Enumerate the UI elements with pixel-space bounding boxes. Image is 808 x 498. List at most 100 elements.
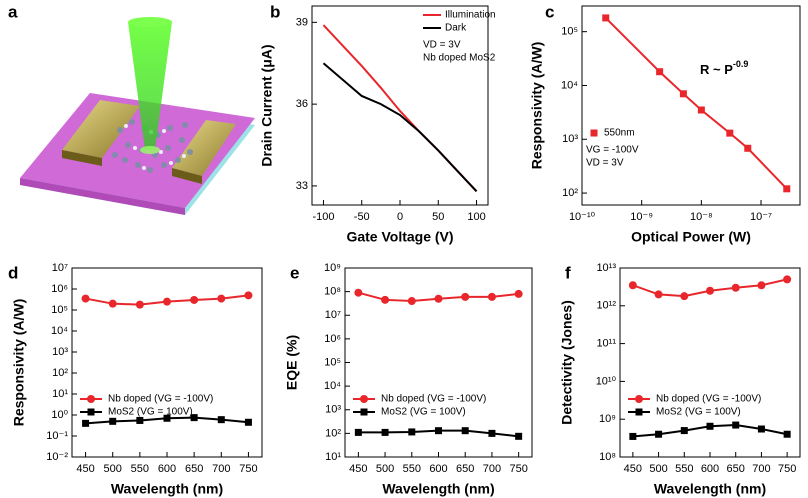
x-tick-label: 550 — [675, 463, 693, 475]
x-tick-label: -100 — [312, 211, 334, 223]
y-tick-label: 10⁹ — [324, 262, 341, 274]
marker — [487, 292, 496, 301]
x-tick-label: 100 — [467, 211, 485, 223]
marker — [726, 129, 734, 137]
x-tick-label: 0 — [397, 211, 403, 223]
y-axis-label: EQE (%) — [284, 335, 300, 390]
marker — [407, 297, 416, 306]
device-schematic — [20, 17, 255, 215]
legend-label: Nb doped (VG = -100V) — [381, 394, 486, 405]
marker — [354, 428, 362, 436]
x-tick-label: 450 — [76, 463, 94, 475]
legend-swatch — [360, 395, 368, 403]
x-tick-label: 650 — [185, 463, 203, 475]
marker — [629, 432, 637, 440]
marker — [706, 422, 714, 430]
marker — [408, 428, 416, 436]
marker — [514, 289, 523, 298]
x-axis-label: Optical Power (W) — [631, 229, 751, 245]
x-tick-label: 10⁻⁸ — [690, 211, 713, 223]
y-tick-label: 10⁵ — [51, 304, 68, 316]
legend-swatch — [87, 395, 95, 403]
x-tick-label: 600 — [429, 463, 447, 475]
legend-label: Illumination — [445, 10, 496, 21]
x-tick-label: 500 — [649, 463, 667, 475]
x-tick-label: 650 — [456, 463, 474, 475]
marker — [381, 428, 389, 436]
x-axis-label: Gate Voltage (V) — [346, 229, 453, 245]
marker — [461, 427, 469, 435]
series-line — [605, 17, 788, 190]
y-tick-label: 10² — [562, 187, 578, 199]
marker — [783, 185, 791, 193]
legend-label: MoS2 (VG = 100V) — [656, 407, 741, 418]
marker — [655, 430, 663, 438]
x-tick-label: 700 — [752, 463, 770, 475]
marker — [461, 292, 470, 301]
annotation: VG = -100V — [586, 145, 639, 156]
y-tick-label: 10¹¹ — [596, 338, 616, 350]
legend-swatch — [87, 408, 95, 416]
marker — [108, 299, 117, 308]
marker — [81, 294, 90, 303]
marker — [488, 429, 496, 437]
formula-exponent: -0.9 — [733, 59, 749, 69]
y-axis-label: Detectivity (Jones) — [559, 300, 575, 424]
y-tick-label: 10¹³ — [596, 262, 616, 274]
y-tick-label: 10⁸ — [324, 286, 341, 298]
y-tick-label: 10³ — [325, 404, 341, 416]
legend-swatch — [360, 408, 368, 416]
panel-label: a — [8, 2, 18, 21]
y-tick-label: 10³ — [562, 133, 578, 145]
panel-label: d — [8, 263, 18, 282]
annotation: VD = 3V — [423, 40, 461, 51]
y-tick-label: 10¹⁰ — [596, 375, 617, 387]
marker — [136, 416, 144, 424]
x-tick-label: -50 — [354, 211, 370, 223]
marker — [744, 144, 752, 152]
y-tick-label: 10³ — [52, 346, 68, 358]
legend-label: MoS2 (VG = 100V) — [381, 407, 466, 418]
marker — [757, 425, 765, 433]
y-tick-label: 10⁴ — [324, 380, 341, 392]
series-line — [322, 62, 478, 193]
marker — [135, 300, 144, 309]
marker — [354, 288, 363, 297]
y-tick-label: 10⁵ — [561, 26, 578, 38]
marker — [680, 292, 689, 301]
x-tick-label: 600 — [701, 463, 719, 475]
y-tick-label: 39 — [296, 16, 308, 28]
marker — [434, 294, 443, 303]
y-axis-label: Drain Current (μA) — [259, 44, 275, 166]
x-tick-label: 750 — [509, 463, 527, 475]
x-tick-label: 550 — [131, 463, 149, 475]
marker — [656, 68, 664, 76]
y-axis-label: Responsivity (A/W) — [529, 42, 545, 170]
panel-label: e — [290, 263, 299, 282]
marker — [706, 286, 714, 295]
y-tick-label: 10² — [52, 367, 68, 379]
legend-label: Nb doped (VG = -100V) — [108, 394, 213, 405]
y-tick-label: 10⁴ — [51, 325, 68, 337]
y-axis-label: Responsivity (A/W) — [11, 299, 27, 427]
legend-label: Nb doped (VG = -100V) — [656, 394, 761, 405]
y-tick-label: 10⁻¹ — [46, 430, 68, 442]
x-tick-label: 10⁻⁹ — [630, 211, 653, 223]
y-tick-label: 10⁷ — [52, 262, 68, 274]
x-axis-label: Wavelength (nm) — [654, 481, 766, 497]
marker — [217, 416, 225, 424]
marker — [783, 430, 791, 438]
marker — [654, 290, 663, 299]
x-tick-label: 500 — [376, 463, 394, 475]
x-tick-label: 750 — [239, 463, 257, 475]
y-tick-label: 10⁴ — [561, 79, 578, 91]
y-tick-label: 10⁶ — [51, 283, 68, 295]
panel-label: f — [565, 263, 571, 282]
y-tick-label: 10⁻² — [46, 451, 68, 463]
marker — [731, 283, 740, 292]
marker — [628, 281, 637, 290]
marker — [244, 291, 253, 300]
x-tick-label: 50 — [432, 211, 444, 223]
y-tick-label: 10¹² — [596, 300, 616, 312]
